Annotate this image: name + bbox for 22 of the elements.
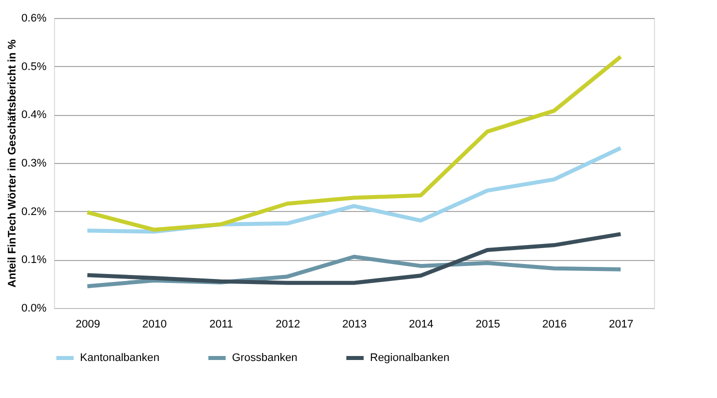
x-tick-label: 2013 [342,318,367,330]
y-tick-label: 0.6% [21,12,47,24]
x-tick-label: 2016 [542,318,567,330]
x-tick-label: 2012 [276,318,300,330]
y-tick-label: 0.4% [21,109,47,122]
y-tick-label: 0.3% [21,158,47,170]
x-tick-label: 2011 [209,318,233,330]
y-axis-title: Anteil FinTech Wörter im Geschäftsbericht in % [6,39,18,288]
x-tick-label: 2014 [408,318,434,330]
legend-label: Grossbanken [232,352,298,364]
x-tick-label: 2015 [476,318,500,330]
x-tick-label: 2010 [142,318,167,330]
line-series [85,232,623,285]
line-series [85,54,623,232]
legend-label: Regionalbanken [370,352,450,364]
y-tick-label: 0.0% [21,302,47,314]
y-tick-label: 0.1% [21,254,47,266]
y-tick-label: 0.5% [21,60,47,73]
x-tick-label: 2009 [76,318,100,330]
x-tick-label: 2017 [608,318,634,330]
legend-label: Kantonalbanken [80,352,160,364]
y-tick-label: 0.2% [21,206,47,218]
